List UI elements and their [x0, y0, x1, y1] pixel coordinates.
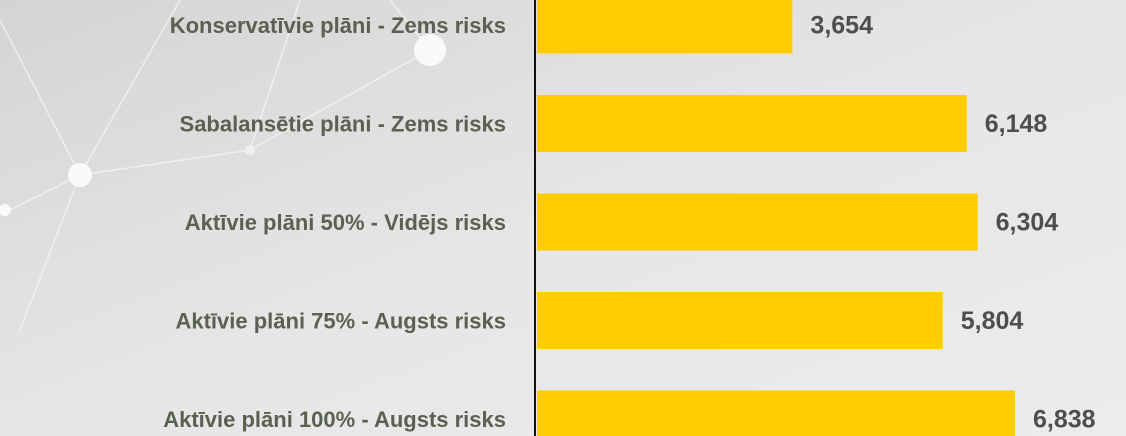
value-label: 6,838 [1033, 406, 1096, 434]
category-label: Konservatīvie plāni - Zems risks [170, 13, 506, 38]
network-node [414, 34, 446, 66]
bar [537, 194, 978, 251]
category-label: Sabalansētie plāni - Zems risks [180, 111, 506, 136]
network-node [245, 145, 255, 155]
value-label: 6,304 [996, 209, 1059, 237]
chart: Konservatīvie plāni - Zems risks 3,654 Sab… [0, 0, 1126, 436]
value-label: 6,148 [985, 110, 1048, 138]
bar [537, 391, 1015, 436]
category-label: Aktīvie plāni 100% - Augsts risks [163, 407, 506, 432]
network-node [68, 163, 92, 187]
bar [537, 95, 967, 152]
category-label: Aktīvie plāni 75% - Augsts risks [175, 308, 506, 333]
bar [537, 0, 792, 54]
value-label: 5,804 [961, 307, 1024, 335]
category-label: Aktīvie plāni 50% - Vidējs risks [185, 210, 506, 235]
bar [537, 292, 943, 349]
value-label: 3,654 [810, 12, 873, 40]
